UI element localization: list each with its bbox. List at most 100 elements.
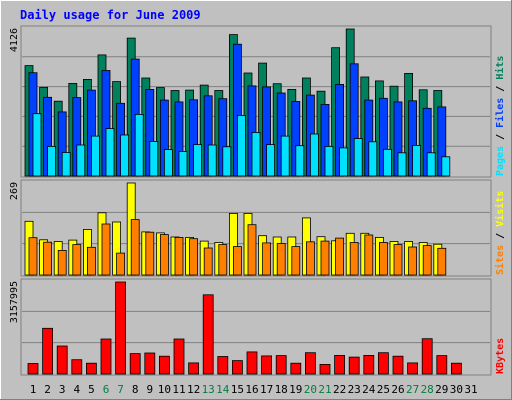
day-label-10: 10 — [158, 383, 171, 396]
bar-kbytes-day-19 — [290, 362, 302, 375]
bar-kbytes-day-30 — [450, 362, 462, 375]
max-value-label-hits_files_pages: 4126 — [9, 28, 20, 52]
bar-sites-day-13 — [203, 247, 213, 276]
bar-sites-day-22 — [335, 237, 345, 276]
bar-sites-day-19 — [291, 246, 301, 276]
bar-kbytes-day-18 — [275, 355, 287, 375]
day-label-11: 11 — [172, 383, 185, 396]
bar-sites-day-8 — [130, 219, 140, 276]
day-label-9: 9 — [146, 383, 153, 396]
bar-sites-day-11 — [174, 236, 184, 276]
day-label-6: 6 — [103, 383, 110, 396]
bar-kbytes-day-17 — [261, 355, 273, 375]
bar-pages-day-3 — [61, 152, 71, 177]
day-label-26: 26 — [391, 383, 404, 396]
bar-sites-day-29 — [437, 247, 447, 276]
bar-kbytes-day-10 — [158, 355, 170, 375]
bar-kbytes-day-2 — [42, 327, 53, 375]
bar-pages-day-1 — [32, 113, 42, 177]
bar-kbytes-day-24 — [363, 354, 375, 375]
legend-separator: / — [495, 227, 506, 245]
bar-pages-day-18 — [280, 135, 290, 177]
bar-kbytes-day-6 — [100, 338, 112, 375]
bar-pages-day-12 — [193, 144, 203, 177]
day-label-2: 2 — [44, 383, 51, 396]
day-label-3: 3 — [59, 383, 66, 396]
legend-visits_sites: Sites / Visits — [494, 191, 506, 275]
bar-pages-day-28 — [426, 152, 436, 177]
bar-kbytes-day-13 — [202, 294, 214, 375]
day-label-22: 22 — [333, 383, 346, 396]
bar-kbytes-day-25 — [377, 352, 389, 375]
bar-kbytes-day-27 — [407, 362, 419, 375]
legend-item-files: Files — [494, 98, 506, 128]
bar-pages-day-4 — [76, 144, 86, 177]
legend-hits_files_pages: Pages / Files / Hits — [494, 56, 506, 176]
day-label-8: 8 — [132, 383, 139, 396]
bar-pages-day-8 — [134, 114, 144, 177]
bar-pages-day-6 — [105, 128, 115, 177]
legend-item-sites: Sites — [494, 245, 506, 275]
bar-sites-day-21 — [320, 240, 330, 276]
bar-sites-day-26 — [393, 244, 403, 276]
bar-sites-day-27 — [408, 246, 418, 276]
legend-separator: / — [495, 80, 506, 98]
bar-kbytes-day-28 — [421, 338, 433, 375]
day-label-29: 29 — [435, 383, 448, 396]
bar-sites-day-16 — [247, 224, 257, 276]
day-label-1: 1 — [30, 383, 37, 396]
bar-sites-day-1 — [28, 237, 38, 276]
bar-sites-day-25 — [378, 242, 388, 276]
bars — [24, 28, 462, 375]
bar-sites-day-9 — [145, 231, 155, 276]
day-label-30: 30 — [450, 383, 463, 396]
bar-sites-day-15 — [232, 246, 242, 276]
bar-kbytes-day-3 — [56, 345, 68, 375]
legend-item-kbytes: KBytes — [495, 338, 506, 374]
bar-sites-day-20 — [305, 241, 315, 276]
bar-pages-day-22 — [339, 147, 349, 177]
legend-item-visits: Visits — [494, 191, 506, 227]
day-label-24: 24 — [362, 383, 376, 396]
day-label-20: 20 — [304, 383, 317, 396]
bar-kbytes-day-7 — [115, 281, 126, 375]
day-label-15: 15 — [231, 383, 244, 396]
x-axis-day-labels: 1 2 3 4 5 6 7 8 9 10 11 12 13 14 15 16 17 18 19 20 21 22 23 24 2… — [30, 383, 478, 396]
bar-kbytes-day-12 — [188, 362, 200, 375]
bar-pages-day-29 — [441, 156, 451, 177]
bar-sites-day-3 — [57, 249, 67, 276]
bar-kbytes-day-26 — [392, 355, 404, 375]
bar-kbytes-day-1 — [27, 363, 39, 375]
legend-kbytes: KBytes — [495, 338, 506, 374]
bar-pages-day-5 — [91, 135, 100, 177]
day-label-16: 16 — [245, 383, 258, 396]
bar-kbytes-day-14 — [217, 356, 229, 375]
legend-item-pages: Pages — [495, 146, 506, 176]
bar-kbytes-day-21 — [319, 363, 331, 375]
bar-sites-day-23 — [349, 242, 359, 276]
bar-sites-day-4 — [72, 244, 82, 276]
bar-kbytes-day-5 — [86, 362, 97, 375]
day-label-19: 19 — [289, 383, 302, 396]
day-label-25: 25 — [377, 383, 390, 396]
bar-pages-day-24 — [368, 141, 378, 177]
bar-pages-day-21 — [324, 145, 334, 177]
bar-pages-day-7 — [120, 134, 129, 177]
legend-separator: / — [495, 128, 506, 146]
max-value-label-visits_sites: 269 — [9, 182, 20, 200]
legend-item-hits: Hits — [494, 56, 506, 80]
bar-kbytes-day-29 — [436, 355, 448, 375]
chart-title: Daily usage for June 2009 — [20, 8, 201, 22]
bar-sites-day-12 — [189, 238, 199, 276]
bar-sites-day-24 — [364, 234, 374, 276]
day-label-27: 27 — [406, 383, 419, 396]
bar-sites-day-28 — [422, 245, 432, 276]
day-label-21: 21 — [318, 383, 331, 396]
bar-pages-day-11 — [178, 150, 188, 177]
day-label-7: 7 — [117, 383, 124, 396]
bar-kbytes-day-11 — [173, 338, 185, 375]
day-label-12: 12 — [187, 383, 200, 396]
bar-sites-day-17 — [262, 242, 272, 276]
day-label-5: 5 — [88, 383, 95, 396]
bar-kbytes-day-22 — [334, 354, 346, 375]
